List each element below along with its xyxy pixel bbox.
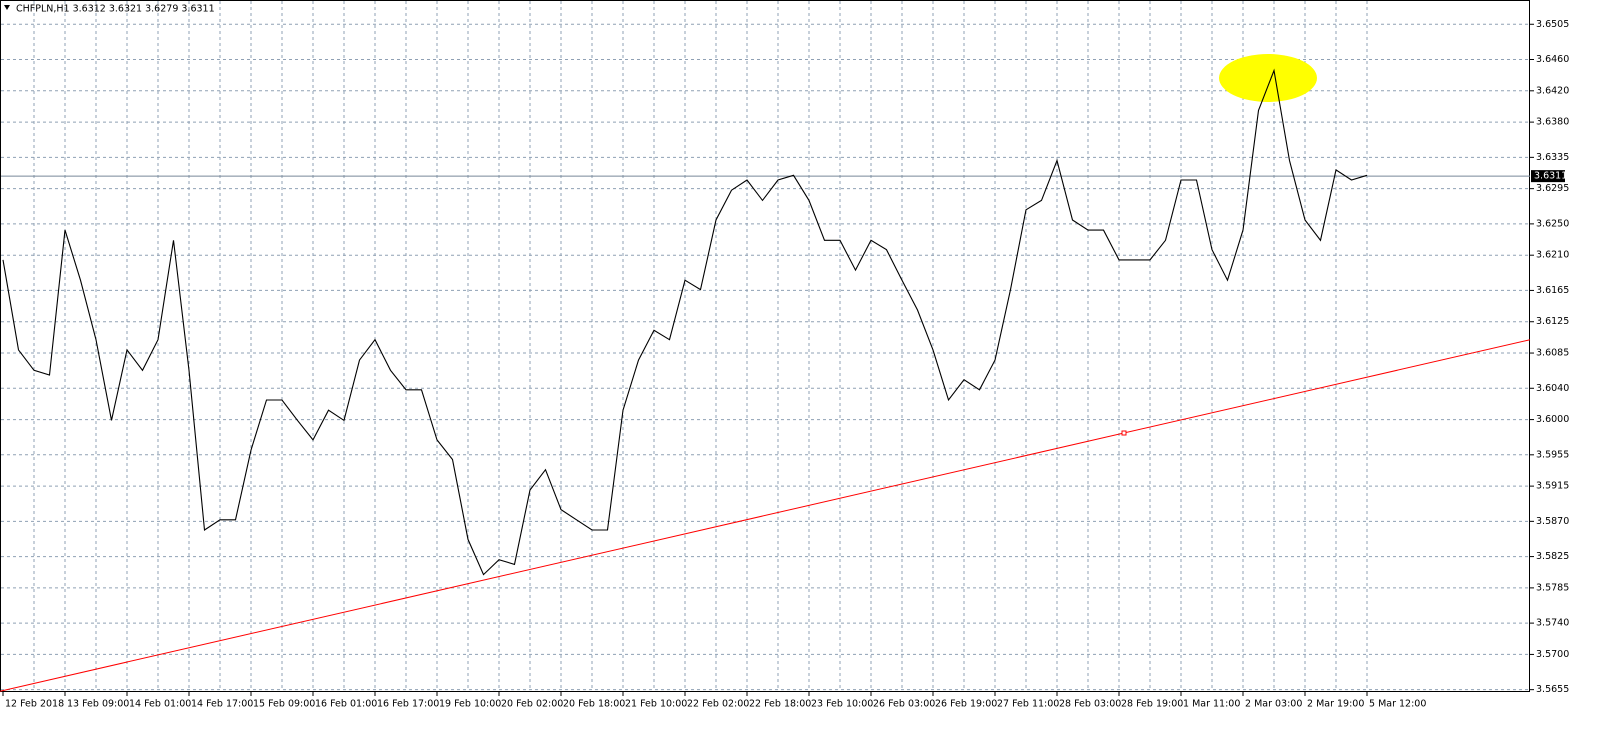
menu-arrow bbox=[4, 5, 10, 10]
x-tick-label: 14 Feb 01:00 bbox=[129, 699, 191, 710]
y-tick-label: 3.6335 bbox=[1536, 152, 1569, 163]
chart-title: CHFPLN,H1 3.6312 3.6321 3.6279 3.6311 bbox=[16, 4, 215, 15]
y-tick-label: 3.6085 bbox=[1536, 348, 1569, 359]
y-tick-label: 3.6250 bbox=[1536, 218, 1569, 229]
x-tick-label: 23 Feb 10:00 bbox=[811, 699, 873, 710]
y-tick-label: 3.5655 bbox=[1536, 684, 1569, 695]
x-tick-label: 19 Feb 10:00 bbox=[439, 699, 501, 710]
x-tick-label: 15 Feb 09:00 bbox=[253, 699, 315, 710]
y-tick-label: 3.5825 bbox=[1536, 551, 1569, 562]
x-tick-label: 1 Mar 11:00 bbox=[1183, 699, 1240, 710]
x-tick-label: 26 Feb 19:00 bbox=[935, 699, 997, 710]
plot-frame bbox=[0, 0, 1530, 692]
current-price-box bbox=[1531, 170, 1565, 183]
x-tick-label: 20 Feb 18:00 bbox=[563, 699, 625, 710]
y-tick-label: 3.6420 bbox=[1536, 85, 1569, 96]
y-tick-label: 3.6460 bbox=[1536, 54, 1569, 65]
y-tick-label: 3.5785 bbox=[1536, 582, 1569, 593]
y-tick-label: 3.6505 bbox=[1536, 19, 1569, 30]
y-tick-label: 3.6380 bbox=[1536, 117, 1569, 128]
y-tick-label: 3.6165 bbox=[1536, 285, 1569, 296]
x-tick-label: 16 Feb 01:00 bbox=[315, 699, 377, 710]
x-tick-label: 2 Mar 03:00 bbox=[1245, 699, 1302, 710]
x-tick-label: 13 Feb 09:00 bbox=[67, 699, 129, 710]
x-tick-label: 22 Feb 02:00 bbox=[687, 699, 749, 710]
y-tick-label: 3.6125 bbox=[1536, 316, 1569, 327]
x-tick-label: 16 Feb 17:00 bbox=[377, 699, 439, 710]
y-tick-label: 3.5740 bbox=[1536, 618, 1569, 629]
trendline bbox=[0, 339, 1531, 692]
x-tick-label: 20 Feb 02:00 bbox=[501, 699, 563, 710]
y-tick-label: 3.5700 bbox=[1536, 649, 1569, 660]
y-tick-label: 3.6040 bbox=[1536, 383, 1569, 394]
y-tick-label: 3.5870 bbox=[1536, 516, 1569, 527]
x-tick-label: 12 Feb 2018 bbox=[5, 699, 64, 710]
y-tick-label: 3.6210 bbox=[1536, 250, 1569, 261]
trendline-anchor bbox=[1121, 430, 1127, 436]
current-price-label: 3.6311 bbox=[1534, 171, 1567, 182]
price-line bbox=[2, 68, 1368, 576]
x-tick-label: 21 Feb 10:00 bbox=[625, 699, 687, 710]
y-tick-label: 3.5915 bbox=[1536, 481, 1569, 492]
x-tick-label: 22 Feb 18:00 bbox=[749, 699, 811, 710]
y-tick-label: 3.6295 bbox=[1536, 183, 1569, 194]
x-tick-label: 14 Feb 17:00 bbox=[191, 699, 253, 710]
x-tick-label: 28 Feb 03:00 bbox=[1059, 699, 1121, 710]
x-tick-label: 27 Feb 11:00 bbox=[997, 699, 1059, 710]
x-tick-label: 26 Feb 03:00 bbox=[873, 699, 935, 710]
highlight bbox=[1219, 54, 1317, 102]
x-tick-label: 5 Mar 12:00 bbox=[1369, 699, 1426, 710]
y-tick-label: 3.5955 bbox=[1536, 449, 1569, 460]
x-tick-label: 28 Feb 19:00 bbox=[1121, 699, 1183, 710]
x-tick-label: 2 Mar 19:00 bbox=[1307, 699, 1364, 710]
y-tick-label: 3.6000 bbox=[1536, 414, 1569, 425]
